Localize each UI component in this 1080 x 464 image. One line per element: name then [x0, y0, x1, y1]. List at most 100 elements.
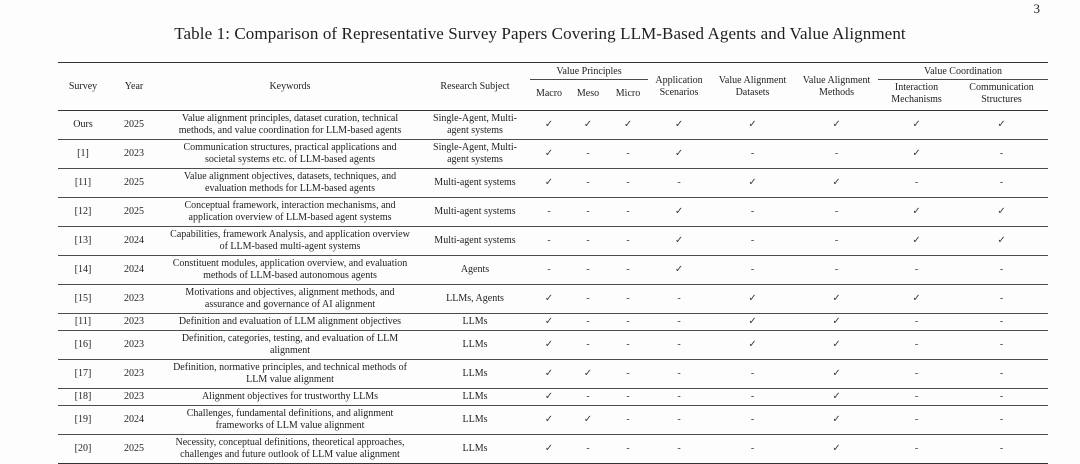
col-header-meso: Meso	[576, 88, 600, 99]
check-mark: ✓	[544, 119, 554, 130]
table-row: [11] 2025 Value alignment objectives, data…	[58, 169, 1049, 198]
dash-mark: -	[677, 443, 681, 454]
survey-ref-cell: [11]	[74, 177, 92, 188]
paper-page: { "page": { "number": "3", "caption": "T…	[58, 1, 1049, 464]
dash-mark: -	[677, 368, 681, 379]
comparison-table: Survey Year Keywords Research Subject Va…	[58, 62, 1049, 464]
dash-mark: -	[626, 293, 630, 304]
survey-ref-cell: [18]	[74, 391, 92, 402]
research-subject-cell: LLMs, Agents	[446, 293, 504, 304]
dash-mark: -	[547, 235, 551, 246]
research-subject-cell: LLMs	[462, 316, 488, 327]
dash-mark: -	[626, 391, 630, 402]
dash-mark: -	[586, 443, 590, 454]
year-cell: 2023	[124, 339, 144, 350]
survey-ref-cell: [20]	[74, 443, 92, 454]
dash-mark: -	[999, 443, 1004, 454]
dash-mark: -	[626, 414, 630, 425]
survey-ref-cell: [16]	[74, 339, 92, 350]
table-row: [1] 2023 Communication structures, practic…	[58, 140, 1049, 169]
year-cell: 2023	[124, 148, 144, 159]
dash-mark: -	[586, 177, 590, 188]
dash-mark: -	[677, 339, 681, 350]
table-row: [19] 2024 Challenges, fundamental definiti…	[58, 406, 1049, 435]
dash-mark: -	[750, 368, 755, 379]
table-row: [20] 2025 Necessity, conceptual definition…	[58, 435, 1048, 464]
dash-mark: -	[586, 316, 590, 327]
dash-mark: -	[834, 235, 839, 246]
dash-mark: -	[626, 235, 630, 246]
dash-mark: -	[999, 316, 1004, 327]
check-mark: ✓	[674, 264, 684, 275]
check-mark: ✓	[912, 148, 921, 159]
check-mark: ✓	[997, 206, 1006, 217]
check-mark: ✓	[583, 368, 593, 379]
check-mark: ✓	[748, 177, 757, 188]
check-mark: ✓	[832, 391, 841, 402]
table-caption: Table 1: Comparison of Representative Su…	[174, 24, 906, 43]
dash-mark: -	[586, 206, 590, 217]
year-cell: 2024	[124, 235, 144, 246]
research-subject-cell: Single-Agent, Multi-agent systems	[433, 113, 517, 136]
check-mark: ✓	[832, 316, 841, 327]
research-subject-cell: LLMs	[462, 368, 488, 379]
dash-mark: -	[999, 391, 1004, 402]
year-cell: 2025	[124, 119, 144, 130]
dash-mark: -	[750, 148, 755, 159]
check-mark: ✓	[583, 414, 593, 425]
keywords-cell: Definition, normative principles, and te…	[173, 362, 407, 385]
keywords-cell: Communication structures, practical appl…	[183, 142, 397, 165]
dash-mark: -	[626, 443, 630, 454]
dash-mark: -	[750, 414, 755, 425]
check-mark: ✓	[832, 368, 841, 379]
keywords-cell: Definition and evaluation of LLM alignme…	[178, 316, 402, 327]
table-row: [13] 2024 Capabilities, framework Analysis…	[58, 227, 1049, 256]
year-cell: 2023	[124, 316, 144, 327]
dash-mark: -	[914, 414, 919, 425]
research-subject-cell: Multi-agent systems	[434, 235, 516, 246]
dash-mark: -	[914, 339, 919, 350]
keywords-cell: Constituent modules, application overvie…	[172, 258, 408, 281]
check-mark: ✓	[674, 148, 684, 159]
check-mark: ✓	[544, 293, 554, 304]
survey-ref-cell: [14]	[74, 264, 92, 275]
col-header-micro: Micro	[615, 88, 641, 99]
check-mark: ✓	[623, 119, 633, 130]
table-row: [16] 2023 Definition, categories, testing,…	[58, 331, 1049, 360]
year-cell: 2025	[124, 443, 144, 454]
dash-mark: -	[750, 264, 755, 275]
research-subject-cell: Multi-agent systems	[434, 206, 516, 217]
year-cell: 2024	[124, 414, 144, 425]
dash-mark: -	[586, 264, 590, 275]
check-mark: ✓	[544, 414, 554, 425]
dash-mark: -	[999, 339, 1004, 350]
dash-mark: -	[834, 206, 839, 217]
dash-mark: -	[626, 368, 630, 379]
dash-mark: -	[914, 443, 919, 454]
check-mark: ✓	[832, 293, 841, 304]
col-header-interaction-mechanisms: Interaction Mechanisms	[891, 82, 942, 105]
dash-mark: -	[914, 391, 919, 402]
check-mark: ✓	[583, 119, 593, 130]
col-header-year: Year	[124, 80, 144, 92]
table-row: [17] 2023 Definition, normative principles…	[58, 360, 1049, 389]
table-row: [14] 2024 Constituent modules, application…	[58, 256, 1049, 285]
dash-mark: -	[626, 264, 630, 275]
keywords-cell: Challenges, fundamental definitions, and…	[186, 408, 394, 431]
dash-mark: -	[999, 264, 1004, 275]
table-body: Ours 2025 Value alignment principles, data…	[58, 111, 1049, 464]
check-mark: ✓	[544, 339, 554, 350]
research-subject-cell: Multi-agent systems	[434, 177, 516, 188]
year-cell: 2023	[124, 293, 144, 304]
dash-mark: -	[626, 316, 630, 327]
keywords-cell: Conceptual framework, interaction mechan…	[184, 200, 396, 223]
dash-mark: -	[677, 293, 681, 304]
dash-mark: -	[677, 414, 681, 425]
year-cell: 2024	[124, 264, 144, 275]
dash-mark: -	[914, 177, 919, 188]
table-row: Ours 2025 Value alignment principles, data…	[58, 111, 1049, 140]
check-mark: ✓	[912, 293, 921, 304]
dash-mark: -	[547, 264, 551, 275]
check-mark: ✓	[832, 414, 841, 425]
keywords-cell: Motivations and objectives, alignment me…	[185, 287, 395, 310]
